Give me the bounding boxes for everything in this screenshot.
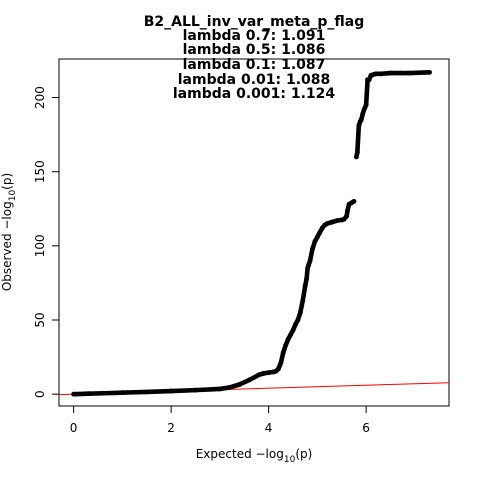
x-tick-label: 2 xyxy=(167,421,175,435)
title-text: B2_ALL_inv_var_meta_p_flag xyxy=(144,14,365,30)
x-tick-label: 6 xyxy=(362,421,370,435)
y-tick-label: 100 xyxy=(33,234,47,257)
x-tick-label: 4 xyxy=(265,421,273,435)
x-tick-label: 0 xyxy=(70,421,78,435)
y-tick-label: 200 xyxy=(33,86,47,109)
lambda-line-1: lambda 0.7: 1.091 xyxy=(183,28,326,44)
data-points xyxy=(71,69,432,397)
lambda-line-2: lambda 0.5: 1.086 xyxy=(183,42,326,58)
lambda-line-5: lambda 0.001: 1.124 xyxy=(173,86,335,102)
point-trace xyxy=(168,387,198,394)
point-trace xyxy=(407,70,432,76)
x-axis-label-subscript: 10 xyxy=(284,455,296,465)
y-axis-label-suffix: (p) xyxy=(0,173,14,190)
y-axis-label: Observed −log10(p) xyxy=(0,173,18,291)
x-axis-label-prefix: Expected −log xyxy=(196,447,284,461)
lambda-line-3: lambda 0.1: 1.087 xyxy=(183,57,326,73)
x-axis-label-suffix: (p) xyxy=(295,447,312,461)
point-trace xyxy=(355,123,362,155)
point-trace xyxy=(120,389,150,395)
point-trace xyxy=(100,390,125,396)
y-tick-label: 0 xyxy=(33,390,47,398)
x-axis: 0 2 4 6 xyxy=(70,405,370,435)
plot-frame xyxy=(58,58,450,407)
x-axis-label: Expected −log10(p) xyxy=(196,447,313,465)
data-point xyxy=(427,69,432,75)
data-point xyxy=(351,198,357,204)
y-axis-label-prefix: Observed −log xyxy=(0,201,14,291)
chart-title: B2_ALL_inv_var_meta_p_flag lambda 0.7: 1… xyxy=(144,14,365,102)
y-axis: 0 50 100 150 200 xyxy=(33,86,60,398)
point-trace xyxy=(363,77,370,108)
point-trace xyxy=(300,283,308,304)
point-trace xyxy=(193,386,223,393)
y-tick-label: 150 xyxy=(33,160,47,183)
point-trace xyxy=(144,388,174,395)
y-axis-label-subscript: 10 xyxy=(8,190,18,202)
lambda-line-4: lambda 0.01: 1.088 xyxy=(178,72,331,88)
y-tick-label: 50 xyxy=(33,312,47,327)
